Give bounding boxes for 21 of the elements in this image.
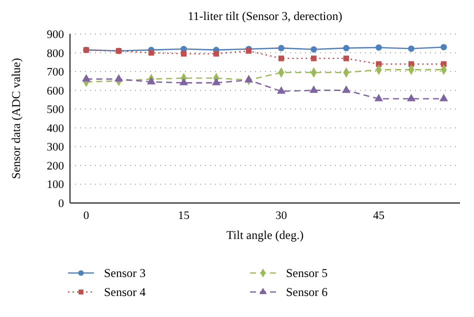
x-tick-label: 0 bbox=[83, 210, 90, 222]
y-tick-label: 700 bbox=[46, 66, 64, 79]
y-tick-label: 200 bbox=[46, 160, 64, 172]
y-tick-label: 500 bbox=[46, 104, 64, 116]
y-tick-label: 800 bbox=[46, 48, 64, 60]
x-tick-label: 45 bbox=[373, 210, 385, 222]
y-tick-label: 100 bbox=[46, 179, 64, 192]
y-axis-title: Sensor data (ADC value) bbox=[9, 58, 23, 179]
y-tick-label: 300 bbox=[46, 142, 64, 154]
legend-label: Sensor 3 bbox=[104, 266, 146, 280]
y-tick-label: 600 bbox=[46, 85, 64, 98]
legend-label: Sensor 5 bbox=[286, 266, 328, 280]
chart-title: 11-liter tilt (Sensor 3, derection) bbox=[188, 9, 342, 23]
legend-label: Sensor 4 bbox=[104, 285, 146, 300]
y-tick-label: 0 bbox=[58, 198, 64, 210]
x-tick-label: 30 bbox=[276, 210, 288, 222]
x-axis-title: Tilt angle (deg.) bbox=[226, 228, 304, 242]
legend-label: Sensor 6 bbox=[286, 285, 328, 300]
y-tick-label: 900 bbox=[46, 29, 64, 42]
y-tick-label: 400 bbox=[46, 122, 64, 135]
x-tick-label: 15 bbox=[178, 210, 190, 222]
